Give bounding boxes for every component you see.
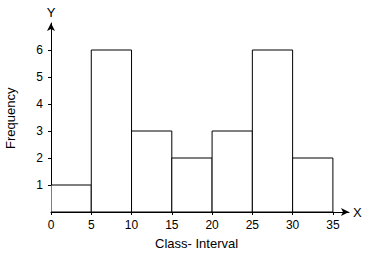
svg-text:20: 20 <box>205 218 219 232</box>
svg-text:X: X <box>353 205 362 220</box>
svg-text:2: 2 <box>36 151 43 165</box>
svg-text:4: 4 <box>36 97 43 111</box>
svg-text:5: 5 <box>88 218 95 232</box>
svg-text:Class- Interval: Class- Interval <box>155 236 238 251</box>
svg-text:25: 25 <box>246 218 260 232</box>
svg-text:Frequency: Frequency <box>3 87 18 149</box>
svg-text:30: 30 <box>286 218 300 232</box>
svg-text:15: 15 <box>165 218 179 232</box>
svg-text:3: 3 <box>36 124 43 138</box>
svg-text:0: 0 <box>48 218 55 232</box>
svg-text:35: 35 <box>326 218 340 232</box>
svg-text:5: 5 <box>36 70 43 84</box>
svg-text:6: 6 <box>36 43 43 57</box>
svg-text:1: 1 <box>36 178 43 192</box>
svg-text:10: 10 <box>125 218 139 232</box>
svg-text:Y: Y <box>47 5 56 20</box>
